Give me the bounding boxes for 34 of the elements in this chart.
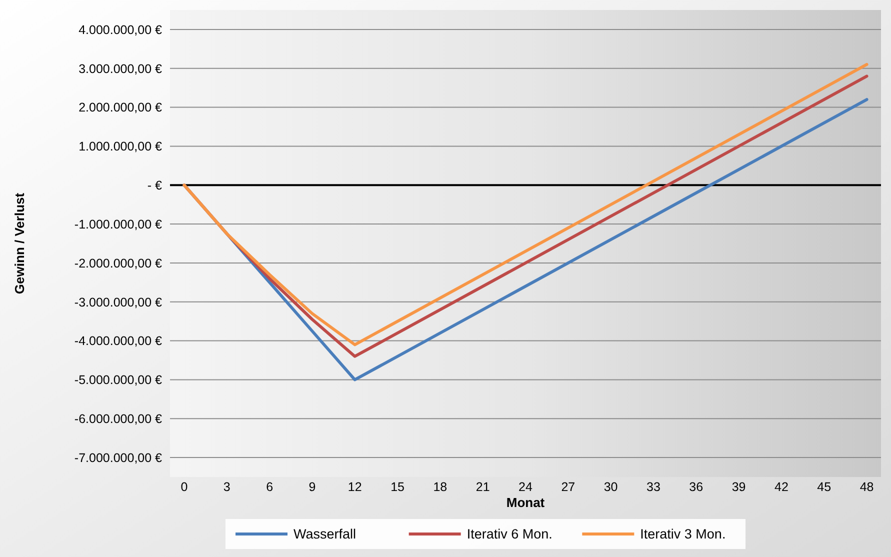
x-tick-label: 33	[646, 480, 660, 494]
y-axis-title: Gewinn / Verlust	[12, 192, 27, 294]
x-tick-label: 39	[732, 480, 746, 494]
x-tick-label: 45	[817, 480, 832, 494]
x-tick-label: 6	[266, 480, 274, 494]
x-tick-label: 30	[604, 480, 618, 494]
x-tick-label: 24	[518, 480, 532, 494]
x-tick-label: 18	[433, 480, 448, 494]
x-tick-label: 27	[561, 480, 576, 494]
y-tick-label: -2.000.000,00 €	[74, 256, 162, 270]
x-tick-label: 21	[476, 480, 490, 494]
x-tick-label: 48	[860, 480, 874, 494]
y-tick-label: -4.000.000,00 €	[74, 334, 162, 348]
y-tick-label: 1.000.000,00 €	[78, 140, 162, 154]
y-tick-label: -6.000.000,00 €	[74, 412, 162, 426]
y-tick-label: - €	[147, 178, 162, 192]
legend-label: Wasserfall	[294, 526, 356, 542]
y-tick-label: 4.000.000,00 €	[78, 22, 162, 37]
x-tick-label: 36	[689, 480, 704, 494]
x-tick-label: 3	[223, 480, 230, 494]
y-tick-label: 2.000.000,00 €	[78, 100, 162, 115]
x-tick-label: 42	[774, 480, 788, 494]
y-tick-label: -7.000.000,00 €	[74, 450, 162, 465]
x-axis-title: Monat	[506, 495, 546, 510]
legend-label: Iterativ 3 Mon.	[640, 526, 726, 542]
x-tick-label: 9	[308, 480, 316, 494]
y-tick-label: 3.000.000,00 €	[78, 62, 162, 76]
y-tick-label: -5.000.000,00 €	[74, 373, 162, 388]
x-tick-label: 15	[390, 480, 405, 494]
y-tick-label: -3.000.000,00 €	[74, 295, 162, 310]
legend-label: Iterativ 6 Mon.	[466, 526, 552, 542]
y-tick-label: -1.000.000,00 €	[74, 217, 162, 232]
x-tick-label: 12	[348, 480, 362, 494]
x-tick-label: 0	[180, 480, 188, 494]
